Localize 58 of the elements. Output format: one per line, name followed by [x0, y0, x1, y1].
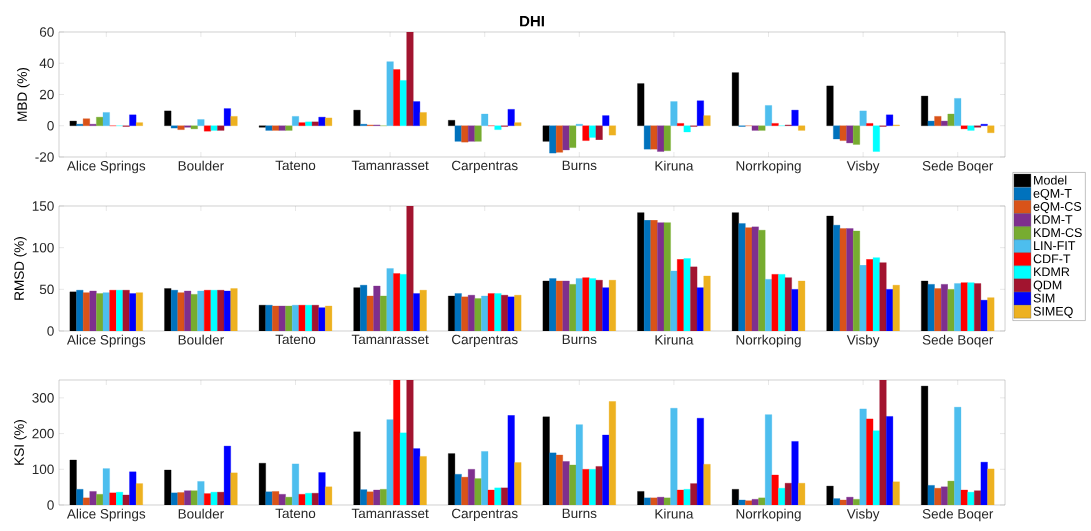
x-tick-label: Sede Boqer: [922, 334, 994, 348]
y-tick-label: 60: [39, 27, 54, 37]
y-axis-title: RMSD (%): [14, 237, 27, 300]
x-tick-label: Boulder: [178, 508, 224, 519]
legend-label: QDM: [1033, 280, 1062, 292]
x-tick-label: Alice Springs: [66, 508, 146, 522]
x-tick-label: Burns: [562, 508, 597, 519]
y-tick-label: 150: [32, 201, 54, 211]
x-tick-label: Visby: [846, 334, 880, 348]
y-tick-label: 200: [32, 428, 54, 439]
y-tick-label: 50: [39, 284, 54, 295]
x-tick-label: Visby: [846, 508, 880, 522]
legend-label: SIMEQ: [1033, 306, 1073, 318]
x-tick-label: Sede Boqer: [922, 160, 994, 174]
x-tick-label: Burns: [562, 160, 597, 171]
y-tick-label: 0: [47, 500, 54, 510]
y-tick-label: 20: [39, 89, 54, 100]
y-axis-title: KSI (%): [14, 420, 27, 465]
x-tick-label: Burns: [562, 334, 597, 345]
legend-label: LIN-FIT: [1034, 241, 1076, 250]
legend-label: Model: [1034, 175, 1067, 185]
y-tick-label: 300: [32, 393, 54, 403]
y-tick-label: 40: [39, 58, 54, 69]
x-tick-label: Tamanrasset: [351, 160, 429, 171]
y-tick-label: 100: [32, 464, 54, 475]
x-tick-label: Tateno: [275, 508, 316, 519]
y-tick-label: 100: [32, 242, 54, 253]
legend-label: eQM-CS: [1033, 202, 1082, 214]
x-tick-label: Alice Springs: [66, 334, 146, 348]
x-tick-label: Sede Boqer: [922, 508, 994, 522]
x-tick-label: Alice Springs: [66, 160, 146, 174]
x-tick-label: Carpentras: [452, 160, 518, 173]
y-axis-title: MBD (%): [17, 67, 30, 121]
legend-label: eQM-T: [1033, 188, 1072, 200]
y-tick-label: 0: [47, 326, 54, 336]
x-tick-label: Tateno: [275, 334, 316, 345]
x-tick-label: Norrkoping: [736, 160, 801, 174]
x-tick-label: Kiruna: [655, 160, 694, 171]
x-tick-label: Tamanrasset: [351, 334, 429, 345]
x-tick-label: Boulder: [178, 334, 224, 345]
y-tick-label: -20: [35, 152, 54, 162]
x-tick-label: Tamanrasset: [351, 508, 429, 519]
legend-label: CDF-T: [1033, 254, 1071, 264]
x-tick-label: Kiruna: [655, 334, 694, 345]
legend-label: KDMR: [1034, 267, 1070, 277]
x-tick-label: Carpentras: [452, 334, 518, 347]
x-tick-label: Norrkoping: [736, 508, 801, 522]
x-tick-label: Kiruna: [655, 508, 694, 519]
x-tick-label: Norrkoping: [736, 334, 801, 348]
x-tick-label: Tateno: [275, 160, 316, 171]
legend-label: KDM-CS: [1034, 228, 1082, 238]
x-tick-label: Carpentras: [452, 508, 518, 521]
y-tick-label: 0: [47, 120, 54, 131]
chart-title: DHI: [520, 16, 544, 27]
legend-label: KDM-T: [1034, 215, 1073, 224]
x-tick-label: Visby: [846, 160, 880, 174]
x-tick-label: Boulder: [178, 160, 224, 171]
legend-label: SIM: [1033, 293, 1055, 303]
